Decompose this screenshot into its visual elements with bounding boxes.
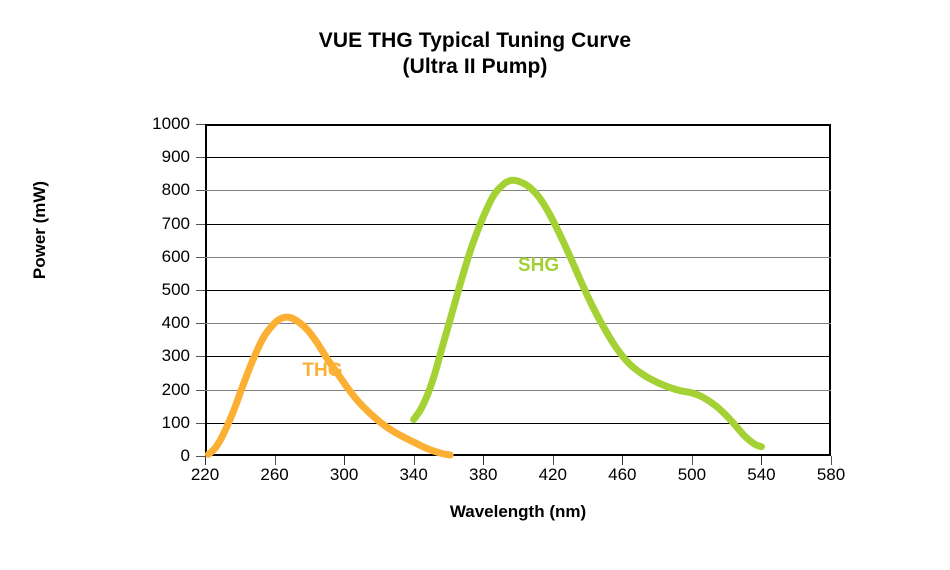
x-tick-mark xyxy=(483,456,485,465)
series-line-shg xyxy=(410,176,765,451)
series-label-shg: SHG xyxy=(518,255,560,277)
plot-area xyxy=(196,124,832,465)
x-tick-label: 420 xyxy=(538,465,567,484)
y-tick-mark xyxy=(196,190,205,192)
gridline xyxy=(205,223,831,225)
x-tick-label: 500 xyxy=(677,465,707,484)
y-tick-mark xyxy=(196,157,205,159)
y-tick-label: 900 xyxy=(161,147,190,167)
y-tick-label: 100 xyxy=(161,412,190,432)
y-tick-label: 400 xyxy=(161,313,190,333)
x-tick-label: 460 xyxy=(608,465,637,484)
y-tick-label: 300 xyxy=(161,346,190,366)
gridline xyxy=(205,190,831,192)
x-tick-mark xyxy=(691,456,693,465)
y-tick-mark xyxy=(196,124,205,125)
y-tick-mark xyxy=(196,422,205,424)
gridline xyxy=(205,389,831,391)
y-tick-label: 500 xyxy=(161,280,190,299)
gridline xyxy=(205,323,831,325)
x-tick-label: 260 xyxy=(260,465,289,484)
x-tick-label: 340 xyxy=(399,465,428,484)
x-tick-label: 540 xyxy=(747,465,776,484)
y-tick-label: 1000 xyxy=(152,114,190,133)
y-tick-mark xyxy=(196,456,205,457)
y-tick-mark xyxy=(196,256,205,258)
series-line-thg xyxy=(204,313,454,459)
gridline xyxy=(205,422,831,424)
y-tick-mark xyxy=(196,389,205,391)
x-tick-mark xyxy=(413,456,415,465)
y-tick-mark xyxy=(196,223,205,225)
x-tick-label: 220 xyxy=(190,465,220,484)
x-tick-mark xyxy=(622,456,624,465)
x-tick-mark xyxy=(831,456,832,465)
series-curves xyxy=(204,176,765,459)
series-label-thg: THG xyxy=(302,360,343,381)
y-tick-label: 0 xyxy=(180,446,190,465)
y-tick-mark xyxy=(196,323,205,325)
y-tick-mark xyxy=(196,356,205,358)
y-tick-label: 700 xyxy=(161,213,190,233)
gridline xyxy=(205,290,831,291)
y-tick-label: 600 xyxy=(161,246,190,266)
x-tick-label: 300 xyxy=(329,465,359,484)
chart-title: VUE THG Typical Tuning Curve xyxy=(318,29,632,52)
x-tick-mark xyxy=(274,456,276,465)
gridline xyxy=(205,356,831,358)
gridline xyxy=(205,157,831,159)
chart-subtitle: (Ultra II Pump) xyxy=(402,55,548,78)
x-tick-mark xyxy=(761,456,763,465)
y-tick-label: 200 xyxy=(161,379,190,399)
x-tick-label: 380 xyxy=(469,465,498,484)
chart-title-block: VUE THG Typical Tuning Curve (Ultra II P… xyxy=(0,28,950,80)
x-tick-mark xyxy=(552,456,554,465)
x-axis-title: Wavelength (nm) xyxy=(449,502,587,521)
y-axis-title: Power (mW) xyxy=(30,180,49,280)
gridline xyxy=(205,256,831,258)
x-tick-label: 580 xyxy=(816,465,846,484)
y-tick-mark xyxy=(196,290,205,291)
x-tick-mark xyxy=(344,456,346,465)
x-tick-mark xyxy=(205,456,206,465)
y-tick-label: 800 xyxy=(161,180,190,200)
